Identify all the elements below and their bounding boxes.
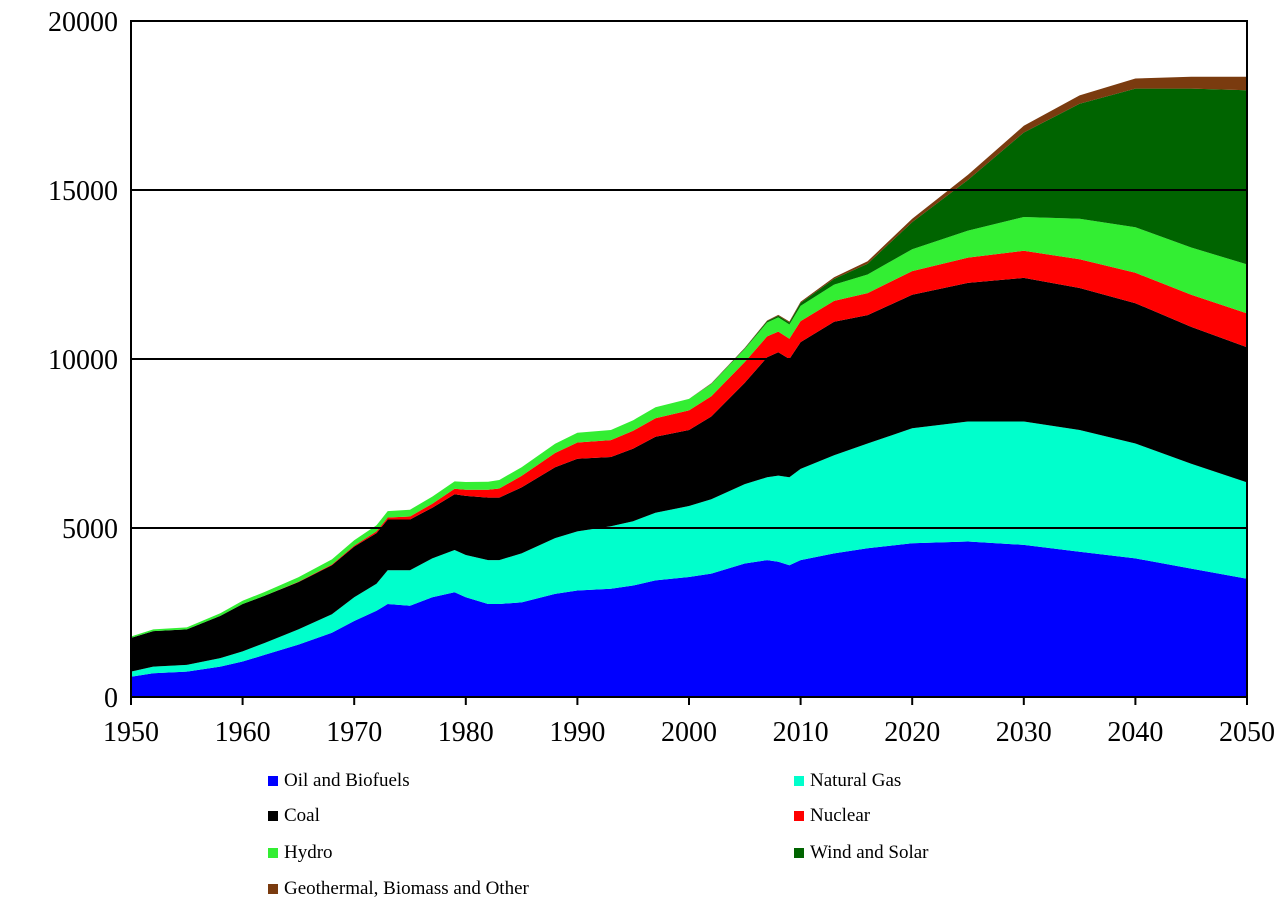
area-oil-and-biofuels xyxy=(131,541,1247,697)
x-tick-label: 1980 xyxy=(438,717,494,748)
y-tick-label: 15000 xyxy=(48,176,118,207)
x-tick-label: 2010 xyxy=(773,717,829,748)
x-tick-label: 1970 xyxy=(326,717,382,748)
area-coal xyxy=(131,277,1247,672)
area-nuclear xyxy=(131,250,1247,638)
x-axis-ticks: 1950 1960 1970 1980 1990 2000 2010 2020 2030 2040… xyxy=(103,697,1275,748)
area-series-group xyxy=(131,76,1247,697)
y-tick-label: 5000 xyxy=(62,514,118,545)
x-tick-label: 1950 xyxy=(103,717,159,748)
y-tick-label: 20000 xyxy=(48,7,118,38)
y-tick-label: 0 xyxy=(104,683,118,714)
area-wind-and-solar xyxy=(131,88,1247,637)
x-tick-label: 1960 xyxy=(215,717,271,748)
x-tick-label: 2030 xyxy=(996,717,1052,748)
x-tick-label: 1990 xyxy=(549,717,605,748)
area-natural-gas xyxy=(131,421,1247,677)
gridlines xyxy=(131,189,1247,529)
x-tick-label: 2040 xyxy=(1107,717,1163,748)
y-tick-label: 10000 xyxy=(48,345,118,376)
area-hydro xyxy=(131,217,1247,638)
x-tick-label: 2000 xyxy=(661,717,717,748)
y-axis-ticks: 0 5000 10000 15000 20000 xyxy=(48,7,118,714)
x-tick-label: 2050 xyxy=(1219,717,1275,748)
x-tick-label: 2020 xyxy=(884,717,940,748)
